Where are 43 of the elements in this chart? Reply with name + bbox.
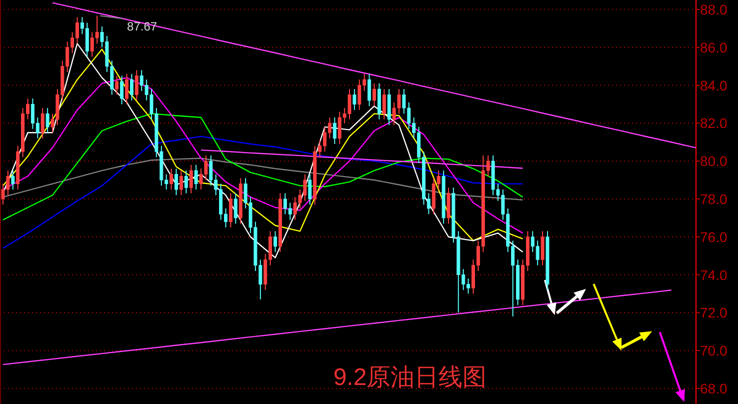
line-series (200, 149, 524, 169)
text: 9.2原油日线图 (333, 364, 487, 391)
candlestick (184, 170, 188, 194)
y-tick-label: 80.0 (700, 153, 728, 170)
candlestick (540, 230, 544, 266)
candlestick (372, 82, 376, 107)
y-tick-label: 68.0 (700, 380, 728, 396)
y-tick-label: 72.0 (700, 304, 728, 321)
candlestick (46, 108, 50, 134)
y-tick-label: 74.0 (700, 266, 728, 283)
y-tick-label: 70.0 (700, 342, 728, 359)
candlestick (120, 75, 124, 105)
candlestick (179, 170, 183, 196)
line-series (2, 290, 672, 366)
line-series (2, 136, 524, 249)
candlestick (134, 70, 138, 101)
candlestick (115, 75, 119, 96)
line-series (2, 77, 524, 234)
candlestick (174, 168, 178, 196)
candlestick (170, 168, 174, 190)
candlestick (125, 73, 128, 105)
candlestick (11, 170, 15, 190)
candlestick (234, 192, 238, 224)
candlestick (352, 88, 356, 110)
candlestick (228, 192, 232, 228)
candlestick (274, 230, 277, 253)
candlestick (368, 73, 372, 107)
y-tick-label: 88.0 (700, 1, 728, 18)
candlestick (130, 73, 134, 101)
candlestick (332, 116, 336, 145)
annotation: 87.67 (127, 20, 158, 34)
candlestick (382, 88, 386, 120)
candlestick (189, 164, 193, 194)
candlestick (308, 174, 312, 206)
line-series (52, 2, 697, 148)
y-tick-label: 76.0 (700, 228, 728, 245)
y-tick-label: 82.0 (700, 115, 728, 132)
candlestick (194, 164, 198, 190)
line-series (2, 158, 524, 201)
y-tick-label: 86.0 (700, 39, 728, 56)
candlestick (40, 108, 44, 139)
y-tick-label: 84.0 (700, 77, 728, 94)
y-tick-label: 78.0 (700, 190, 728, 207)
